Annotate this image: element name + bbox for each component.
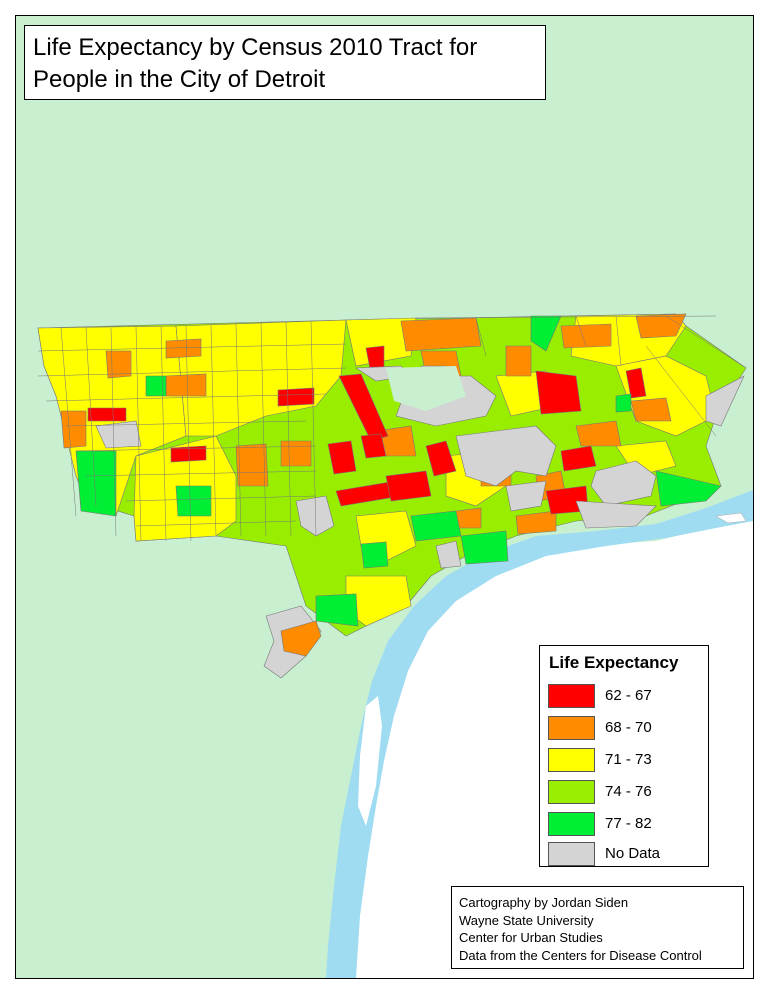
tract xyxy=(455,425,557,487)
tract xyxy=(530,315,562,352)
tract xyxy=(95,420,142,449)
detroit-river xyxy=(326,490,753,978)
tract xyxy=(615,393,632,413)
tract-line xyxy=(37,343,347,527)
tract xyxy=(455,507,482,529)
tract xyxy=(635,313,687,339)
tract xyxy=(170,445,207,463)
map-canvas xyxy=(37,313,753,978)
tract xyxy=(175,319,347,437)
tract xyxy=(327,440,357,475)
tract xyxy=(315,593,359,627)
legend-item: 77 - 82 xyxy=(548,812,703,836)
legend-item: 74 - 76 xyxy=(548,780,703,804)
tract xyxy=(425,440,457,477)
legend-swatch xyxy=(548,716,595,740)
tract xyxy=(280,440,312,467)
tract xyxy=(655,470,722,507)
tract xyxy=(625,367,647,399)
tract xyxy=(435,540,462,569)
detroit-tracts xyxy=(37,313,747,679)
legend: Life Expectancy 62 - 67 68 - 70 71 - 73 … xyxy=(539,645,709,867)
tract xyxy=(75,450,117,517)
tract xyxy=(630,397,672,422)
credits-box: Cartography by Jordan Siden Wayne State … xyxy=(451,886,744,969)
title-line-2: People in the City of Detroit xyxy=(33,66,326,93)
legend-label: 74 - 76 xyxy=(605,783,652,800)
tract xyxy=(345,317,417,367)
legend-label: 77 - 82 xyxy=(605,815,652,832)
legend-item: 68 - 70 xyxy=(548,716,703,740)
tract xyxy=(575,420,622,447)
gap-hamtramck xyxy=(386,366,466,411)
credit-line: Center for Urban Studies xyxy=(459,930,603,945)
tract xyxy=(505,345,532,377)
legend-swatch xyxy=(548,748,595,772)
title-line-1: Life Expectancy by Census 2010 Tract for xyxy=(33,34,478,61)
tract xyxy=(515,510,557,535)
legend-item: No Data xyxy=(548,842,703,866)
tract-line xyxy=(415,315,747,437)
map-frame: Life Expectancy by Census 2010 Tract for… xyxy=(15,15,754,979)
legend-swatch xyxy=(548,842,595,866)
tract xyxy=(590,460,657,507)
tract xyxy=(165,338,202,359)
legend-swatch xyxy=(548,780,595,804)
tract xyxy=(410,510,462,542)
tract xyxy=(385,470,432,502)
credit-line: Data from the Centers for Disease Contro… xyxy=(459,947,702,963)
tract xyxy=(400,317,482,352)
tract xyxy=(560,323,612,349)
tract xyxy=(280,620,322,657)
tract xyxy=(165,373,207,397)
legend-label: 62 - 67 xyxy=(605,687,652,704)
tract xyxy=(145,375,167,397)
tract-line xyxy=(60,320,317,542)
tract xyxy=(535,370,582,415)
legend-item: 62 - 67 xyxy=(548,684,703,708)
legend-swatch xyxy=(548,684,595,708)
tract xyxy=(360,541,389,569)
tract xyxy=(295,495,335,537)
belle-isle xyxy=(715,512,747,524)
tract xyxy=(560,445,597,472)
river-island xyxy=(358,696,382,826)
legend-title: Life Expectancy xyxy=(549,653,679,672)
tract xyxy=(360,433,387,459)
tract xyxy=(87,407,127,422)
tract xyxy=(338,373,389,442)
map-title: Life Expectancy by Census 2010 Tract for… xyxy=(24,25,546,100)
legend-label: No Data xyxy=(605,845,661,862)
tract xyxy=(460,530,509,565)
legend-label: 68 - 70 xyxy=(605,719,652,736)
tract xyxy=(235,443,269,487)
legend-label: 71 - 73 xyxy=(605,751,652,768)
tract xyxy=(277,387,315,407)
tract-grid xyxy=(37,315,747,542)
credit-line: Wayne State University xyxy=(459,912,594,928)
tract xyxy=(175,485,212,517)
credit-line: Cartography by Jordan Siden xyxy=(459,895,629,910)
tract xyxy=(575,500,657,529)
legend-swatch xyxy=(548,812,595,836)
tract xyxy=(505,480,547,512)
tract xyxy=(60,410,87,449)
tract xyxy=(705,375,745,427)
legend-item: 71 - 73 xyxy=(548,748,703,772)
